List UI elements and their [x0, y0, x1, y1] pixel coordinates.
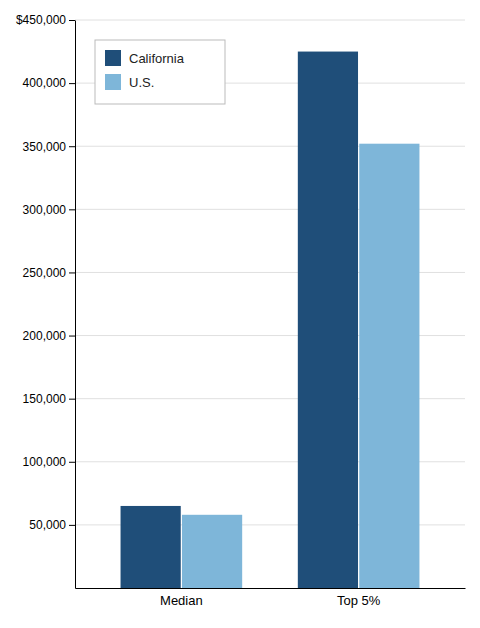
- y-tick: 50,000: [29, 518, 75, 532]
- legend: California U.S.: [95, 40, 225, 104]
- y-tick: 300,000: [23, 203, 75, 217]
- y-tick-mark: [69, 272, 75, 273]
- y-tick-mark: [69, 83, 75, 84]
- y-tick-mark: [69, 146, 75, 147]
- bar: [298, 52, 358, 588]
- y-tick: 350,000: [23, 140, 75, 154]
- x-axis: Median Top 5%: [76, 589, 466, 609]
- y-tick-label: 400,000: [23, 76, 67, 90]
- bar: [359, 144, 419, 588]
- y-tick: 400,000: [23, 76, 75, 90]
- x-tick-label: Median: [160, 593, 203, 608]
- legend-swatch: [105, 74, 121, 90]
- y-tick-label: $450,000: [16, 13, 66, 27]
- y-tick-label: 50,000: [29, 518, 66, 532]
- x-tick: Top 5%: [337, 593, 381, 608]
- legend-item: California: [105, 50, 185, 66]
- y-tick: 250,000: [23, 266, 75, 280]
- bar-series: [121, 52, 358, 588]
- y-tick: 100,000: [23, 455, 75, 469]
- y-tick-label: 100,000: [23, 455, 67, 469]
- legend-label: U.S.: [129, 75, 154, 90]
- legend-swatch: [105, 50, 121, 66]
- chart-svg: 50,000 100,000 150,000 200,000 250,000 300,00…: [0, 0, 480, 628]
- y-tick-mark: [69, 399, 75, 400]
- bars: [121, 52, 420, 588]
- plot: 50,000 100,000 150,000 200,000 250,000 300,00…: [16, 13, 466, 608]
- y-tick: 150,000: [23, 392, 75, 406]
- bar: [121, 506, 181, 588]
- y-tick-label: 200,000: [23, 329, 67, 343]
- legend-label: California: [129, 51, 185, 66]
- bar: [182, 515, 242, 588]
- grid-line: [75, 20, 465, 21]
- y-tick-mark: [69, 525, 75, 526]
- bar-series: [182, 144, 419, 588]
- y-tick-mark: [69, 209, 75, 210]
- x-tick: Median: [160, 593, 203, 608]
- y-tick: $450,000: [16, 13, 75, 27]
- y-tick-label: 250,000: [23, 266, 67, 280]
- x-tick-label: Top 5%: [337, 593, 381, 608]
- y-tick: 200,000: [23, 329, 75, 343]
- legend-item: U.S.: [105, 74, 154, 90]
- y-tick-mark: [69, 462, 75, 463]
- y-axis: 50,000 100,000 150,000 200,000 250,000 300,00…: [16, 13, 76, 588]
- chart-container: 50,000 100,000 150,000 200,000 250,000 300,00…: [0, 0, 480, 628]
- y-tick-mark: [69, 336, 75, 337]
- legend-frame: [95, 40, 225, 104]
- y-tick-mark: [69, 20, 75, 21]
- y-tick-label: 300,000: [23, 203, 67, 217]
- y-axis-line: [75, 21, 76, 589]
- x-axis-line: [76, 588, 466, 589]
- y-tick-label: 150,000: [23, 392, 67, 406]
- y-tick-label: 350,000: [23, 140, 67, 154]
